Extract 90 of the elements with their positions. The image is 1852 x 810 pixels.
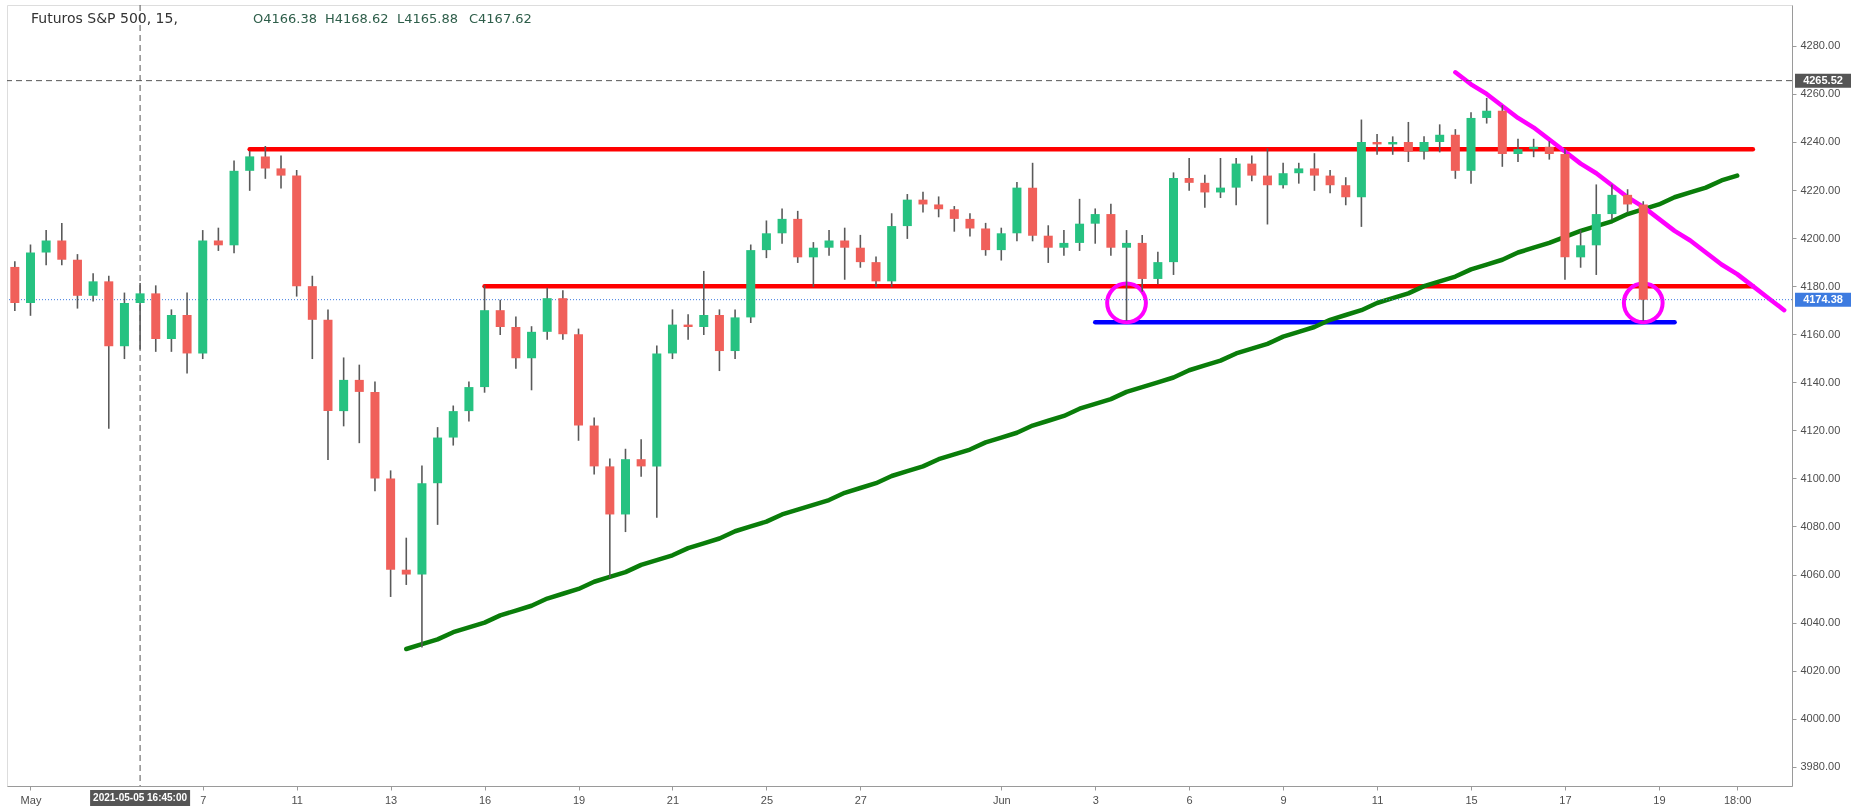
candlestick — [871, 256, 881, 287]
candlestick — [934, 196, 944, 218]
y-tick-label: 4120.00 — [1800, 423, 1841, 436]
x-tick-label: 16 — [478, 793, 492, 806]
candlestick — [808, 242, 818, 287]
x-tick-label: May — [20, 793, 42, 806]
line-series — [404, 173, 1740, 652]
y-tick-label: 4140.00 — [1800, 375, 1841, 388]
candlestick — [1278, 162, 1288, 189]
x-tick-label: 2021-05-05 16:45:00 — [93, 792, 188, 803]
candlestick — [1043, 225, 1053, 263]
x-tick-label: 19 — [572, 793, 586, 806]
y-tick-label: 4060.00 — [1800, 568, 1841, 581]
y-tick-label: 4240.00 — [1800, 135, 1841, 148]
candlestick — [824, 230, 834, 256]
ref-line-label: 4174.38 — [1803, 292, 1843, 305]
y-tick-label: 4040.00 — [1800, 616, 1841, 629]
y-tick-label: 4000.00 — [1800, 712, 1841, 725]
candlestick — [245, 150, 255, 191]
candlestick — [495, 299, 505, 336]
candlestick — [260, 145, 270, 179]
candlestick — [1153, 251, 1163, 285]
candlestick — [41, 230, 51, 266]
candlestick — [855, 234, 865, 268]
candlestick — [777, 208, 787, 244]
x-tick-label: 11 — [1371, 793, 1384, 806]
candlestick — [1403, 121, 1413, 162]
y-tick-label: 3980.00 — [1800, 760, 1841, 773]
candlestick — [1341, 177, 1351, 206]
candlestick — [1184, 158, 1194, 191]
candlestick — [1309, 153, 1319, 191]
candlestick — [57, 222, 67, 266]
x-tick-label: 15 — [1465, 793, 1478, 806]
x-tick-label: 25 — [760, 793, 774, 806]
annotation: L4165.88 — [397, 11, 459, 26]
line-series — [1453, 70, 1787, 313]
chart-title: Futuros S&P 500, 15, — [31, 10, 178, 26]
candlestick — [1262, 148, 1272, 225]
y-tick-label: 4160.00 — [1800, 327, 1841, 340]
candlestick — [1482, 97, 1492, 124]
x-tick-label: 13 — [384, 793, 398, 806]
ref-line-label: 4265.52 — [1803, 73, 1843, 86]
x-tick-label: 7 — [200, 793, 207, 806]
candlestick — [996, 227, 1006, 261]
candlestick — [88, 273, 98, 302]
candlestick — [1247, 155, 1257, 182]
x-tick-label: 3 — [1092, 793, 1099, 806]
candlestick — [276, 155, 286, 189]
candlestick — [840, 227, 850, 280]
candlestick — [1576, 230, 1586, 268]
y-tick-label: 4180.00 — [1800, 279, 1841, 292]
x-tick-label: 11 — [291, 793, 303, 806]
y-tick-label: 4280.00 — [1800, 39, 1841, 52]
candlestick — [1607, 184, 1617, 220]
y-tick-label: 4080.00 — [1800, 519, 1841, 532]
candlestick — [761, 220, 771, 259]
candlestick — [354, 364, 364, 444]
candlestick — [401, 537, 411, 585]
candlestick — [1513, 138, 1523, 162]
x-tick-label: 17 — [1559, 793, 1572, 806]
annotation: H4168.62 — [325, 11, 389, 26]
x-tick-label: 27 — [854, 793, 867, 806]
candlestick — [949, 206, 959, 232]
candlestick — [1419, 136, 1429, 160]
x-tick-label: 19 — [1653, 793, 1666, 806]
candlestick — [1122, 230, 1132, 321]
candlestick — [965, 213, 975, 237]
candlestick — [1325, 170, 1335, 194]
x-tick-label: 9 — [1280, 793, 1287, 806]
x-tick-label: 21 — [666, 793, 680, 806]
y-tick-label: 4220.00 — [1800, 183, 1841, 196]
candlestick — [1090, 208, 1100, 244]
x-tick-label: 6 — [1186, 793, 1193, 806]
candlestick — [1059, 230, 1069, 256]
candlestick — [699, 270, 709, 336]
candlestick — [1623, 189, 1633, 213]
candlestick — [1294, 162, 1304, 184]
annotation: O4166.38 — [253, 11, 317, 26]
annotation: C4167.62 — [469, 11, 532, 26]
x-tick-label: Jun — [992, 793, 1011, 806]
candlestick — [1075, 198, 1085, 251]
candlestick — [981, 222, 991, 256]
y-tick-label: 4020.00 — [1800, 664, 1841, 677]
y-tick-label: 4200.00 — [1800, 231, 1841, 244]
y-tick-label: 4260.00 — [1800, 87, 1841, 100]
candlestick — [636, 439, 646, 477]
candlestick — [1435, 124, 1445, 153]
x-tick-label: 18:00 — [1723, 793, 1752, 806]
candlestick — [1200, 174, 1210, 208]
y-tick-label: 4100.00 — [1800, 471, 1841, 484]
